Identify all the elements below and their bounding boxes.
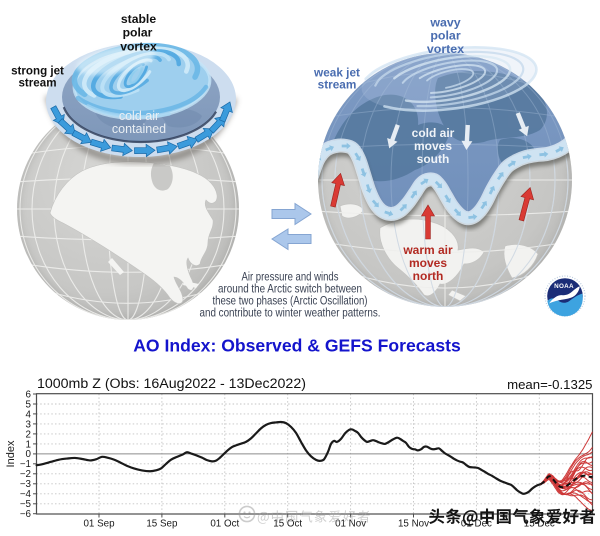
svg-text:01 Nov: 01 Nov <box>335 519 366 530</box>
svg-text:Index: Index <box>5 440 17 467</box>
svg-text:stream: stream <box>18 76 56 89</box>
svg-text:0: 0 <box>26 449 32 460</box>
svg-text:stable: stable <box>121 12 156 26</box>
svg-text:north: north <box>413 269 444 283</box>
svg-text:strong jet: strong jet <box>11 65 64 78</box>
svg-text:vortex: vortex <box>120 40 157 54</box>
svg-text:−5: −5 <box>20 499 32 510</box>
svg-text:15 Dec: 15 Dec <box>524 519 555 530</box>
svg-text:moves: moves <box>409 256 447 270</box>
svg-text:contained: contained <box>112 122 166 136</box>
svg-text:−4: −4 <box>20 489 32 500</box>
svg-text:vortex: vortex <box>427 42 464 56</box>
svg-text:−1: −1 <box>20 459 31 470</box>
svg-text:15 Nov: 15 Nov <box>398 519 429 530</box>
svg-text:−2: −2 <box>20 469 31 480</box>
svg-text:cold air: cold air <box>412 126 455 140</box>
svg-text:moves: moves <box>414 139 452 153</box>
svg-text:and contribute to winter weath: and contribute to winter weather pattern… <box>200 306 381 320</box>
svg-text:01 Oct: 01 Oct <box>210 519 239 530</box>
svg-text:01 Sep: 01 Sep <box>83 519 115 530</box>
svg-text:−6: −6 <box>20 509 32 520</box>
svg-text:south: south <box>417 152 450 166</box>
svg-text:cold air: cold air <box>119 109 159 123</box>
svg-text:1000mb Z (Obs: 16Aug2022 - 13D: 1000mb Z (Obs: 16Aug2022 - 13Dec2022) <box>37 376 306 392</box>
svg-text:4: 4 <box>26 409 32 420</box>
svg-text:15 Oct: 15 Oct <box>273 519 302 530</box>
svg-text:Air pressure and winds: Air pressure and winds <box>242 270 339 284</box>
svg-text:warm air: warm air <box>402 243 453 257</box>
svg-text:weak jet: weak jet <box>313 66 360 80</box>
svg-text:these two phases (Arctic Oscil: these two phases (Arctic Oscillation) <box>213 294 368 308</box>
svg-text:6: 6 <box>26 389 32 400</box>
svg-text:15 Sep: 15 Sep <box>146 519 178 530</box>
svg-text:polar: polar <box>123 26 153 40</box>
svg-text:3: 3 <box>26 419 32 430</box>
svg-text:stream: stream <box>318 78 357 92</box>
svg-text:AO Index: Observed & GEFS Fore: AO Index: Observed & GEFS Forecasts <box>133 336 461 356</box>
svg-text:5: 5 <box>26 399 32 410</box>
svg-text:wavy: wavy <box>429 15 460 29</box>
svg-text:around the Arctic switch betwe: around the Arctic switch between <box>218 282 362 296</box>
svg-text:2: 2 <box>26 429 31 440</box>
svg-text:mean=-0.1325: mean=-0.1325 <box>507 377 592 392</box>
svg-text:1: 1 <box>26 439 31 450</box>
svg-text:NOAA: NOAA <box>554 283 574 290</box>
svg-text:01 Dec: 01 Dec <box>461 519 492 530</box>
svg-text:−3: −3 <box>20 479 32 490</box>
svg-text:polar: polar <box>430 29 460 43</box>
